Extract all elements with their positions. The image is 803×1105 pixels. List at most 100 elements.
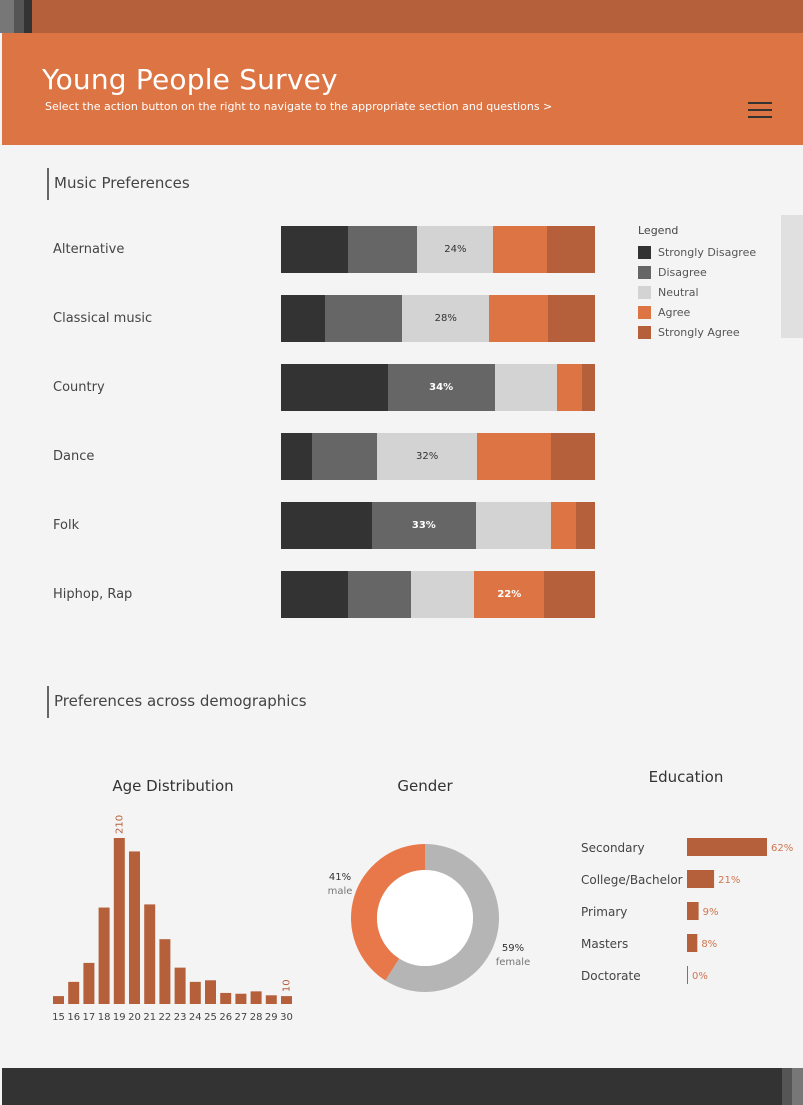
footer: [2, 1068, 803, 1105]
legend-item: Agree: [638, 302, 756, 322]
education-bar: [687, 902, 699, 920]
age-bar: [235, 993, 247, 1004]
education-bar: [687, 870, 715, 888]
age-tick-label: 24: [189, 1012, 202, 1023]
footer-block: [792, 1068, 803, 1105]
age-bar: [129, 851, 140, 1004]
page-title: Young People Survey: [42, 63, 338, 96]
bar-segment: [544, 571, 595, 618]
age-bar: [98, 907, 110, 1004]
gender-chart-title: Gender: [397, 777, 453, 795]
education-bar: [687, 934, 698, 952]
education-value-label: 0%: [692, 971, 708, 982]
bar-segment: [312, 433, 378, 480]
menu-icon[interactable]: [748, 100, 772, 120]
legend-swatch: [638, 325, 651, 339]
legend-item: Strongly Disagree: [638, 242, 756, 262]
age-bar: [83, 962, 95, 1004]
bar-segment: [281, 502, 373, 549]
education-category-label: College/Bachelor: [581, 873, 683, 887]
age-data-label: 210: [114, 815, 125, 834]
education-category-label: Secondary: [581, 841, 645, 855]
bar-segment: [582, 364, 595, 411]
stacked-bar[interactable]: 24%: [281, 226, 595, 273]
age-bar: [265, 995, 277, 1004]
bar-segment: [411, 571, 475, 618]
education-bar: [687, 966, 688, 984]
legend-label: Strongly Agree: [658, 325, 740, 339]
bar-segment: [281, 433, 313, 480]
scrollbar[interactable]: [781, 215, 803, 338]
legend-item: Neutral: [638, 282, 756, 302]
strip-block: [14, 0, 24, 33]
age-tick-label: 28: [250, 1012, 263, 1023]
bar-segment: [281, 571, 348, 618]
bar-segment: [324, 295, 403, 342]
bar-segment: 28%: [402, 295, 490, 342]
strip-block: [0, 0, 14, 33]
bar-segment: [547, 226, 595, 273]
age-tick-label: 18: [98, 1012, 111, 1023]
age-bar: [53, 996, 64, 1004]
category-label: Classical music: [53, 311, 153, 326]
gender-male-label: male: [328, 886, 353, 897]
bar-segment: [347, 571, 412, 618]
age-bar: [159, 939, 171, 1004]
legend-label: Strongly Disagree: [658, 245, 757, 259]
stacked-bar[interactable]: 34%: [281, 364, 595, 411]
stacked-bar[interactable]: 28%: [281, 295, 595, 342]
bar-segment: [489, 295, 549, 342]
age-tick-label: 21: [143, 1012, 156, 1023]
bar-segment: [557, 364, 583, 411]
age-tick-label: 17: [83, 1012, 96, 1023]
age-tick-label: 25: [204, 1012, 217, 1023]
education-chart-title: Education: [648, 768, 724, 786]
age-tick-label: 22: [159, 1012, 172, 1023]
education-value-label: 8%: [701, 939, 717, 950]
age-tick-label: 16: [67, 1012, 80, 1023]
donut-slice-male[interactable]: [350, 844, 425, 981]
education-category-label: Masters: [581, 937, 628, 951]
stacked-bar[interactable]: 33%: [281, 502, 595, 549]
age-tick-label: 19: [113, 1012, 126, 1023]
legend: Legend Strongly Disagree Disagree Neutral A…: [638, 224, 756, 342]
bar-segment: 32%: [377, 433, 477, 480]
education-value-label: 9%: [703, 907, 719, 918]
top-strip: [0, 0, 803, 33]
bar-segment: [476, 433, 552, 480]
age-bar: [68, 981, 80, 1004]
bar-segment: [494, 364, 558, 411]
bar-segment: [551, 502, 577, 549]
bar-segment: 24%: [417, 226, 494, 273]
age-tick-label: 23: [174, 1012, 187, 1023]
education-chart: Secondary 62% College/Bachelor 21% Primary 9%…: [581, 838, 793, 984]
age-data-label: 10: [282, 979, 293, 992]
stacked-bar[interactable]: 32%: [281, 433, 595, 480]
legend-swatch: [638, 265, 651, 279]
category-label: Country: [53, 380, 105, 395]
gender-donut-chart: 41% male 59% female: [328, 844, 530, 992]
age-bar: [113, 838, 125, 1004]
category-label: Alternative: [53, 242, 125, 257]
bar-segment: [493, 226, 548, 273]
bar-segment: [576, 502, 595, 549]
legend-label: Agree: [658, 305, 691, 319]
age-bar: [205, 980, 216, 1004]
bar-segment: [551, 433, 595, 480]
section-title-music: Music Preferences: [47, 168, 190, 200]
age-bar: [250, 991, 262, 1004]
section-title-demographics: Preferences across demographics: [47, 686, 307, 718]
stacked-bar[interactable]: 22%: [281, 571, 595, 618]
page-subtitle: Select the action button on the right to…: [45, 100, 553, 113]
legend-label: Neutral: [658, 285, 699, 299]
legend-item: Strongly Agree: [638, 322, 756, 342]
bar-segment: [347, 226, 418, 273]
age-distribution-chart: 15 16 17 18 19 210 20 21 22 23 24 25 26 27 28 29 30 10: [52, 815, 293, 1023]
legend-item: Disagree: [638, 262, 756, 282]
bar-segment: [281, 295, 325, 342]
age-bar: [174, 967, 186, 1004]
age-bar: [144, 904, 156, 1004]
age-tick-label: 27: [235, 1012, 248, 1023]
donut-slice-female[interactable]: [385, 844, 499, 992]
legend-swatch: [638, 285, 651, 299]
